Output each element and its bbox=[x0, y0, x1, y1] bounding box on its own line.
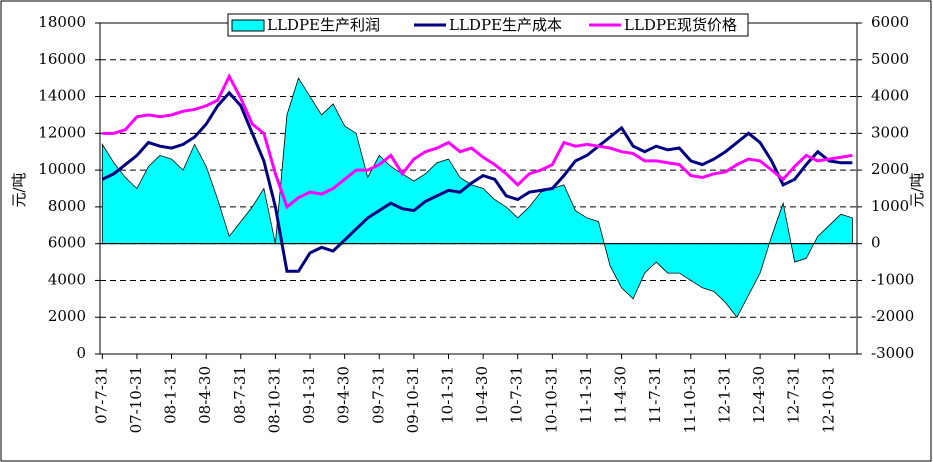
x-tick-label: 10-4-30 bbox=[473, 366, 491, 424]
y-tick-label: 12000 bbox=[38, 123, 86, 141]
y-tick-label: 6000 bbox=[48, 234, 86, 252]
y-tick-label: 0 bbox=[76, 344, 86, 362]
legend-label: LLDPE现货价格 bbox=[624, 16, 737, 34]
x-tick-label: 08-10-31 bbox=[265, 366, 283, 433]
x-tick-label: 10-7-31 bbox=[508, 366, 526, 424]
legend-label: LLDPE生产成本 bbox=[449, 16, 562, 34]
y2-tick-label: -3000 bbox=[871, 344, 914, 362]
x-tick-label: 11-1-31 bbox=[577, 366, 595, 424]
y2-tick-label: -2000 bbox=[871, 307, 914, 325]
x-tick-label: 07-10-31 bbox=[127, 366, 145, 433]
x-tick-label: 08-7-31 bbox=[231, 366, 249, 424]
x-tick-label: 11-10-31 bbox=[681, 366, 699, 433]
x-tick-label: 12-1-31 bbox=[715, 366, 733, 424]
x-tick-label: 08-4-30 bbox=[196, 366, 214, 424]
legend-box bbox=[227, 13, 749, 37]
legend-label: LLDPE生产利润 bbox=[267, 16, 380, 34]
y2-axis-title: 元/吨 bbox=[908, 172, 926, 207]
y2-tick-label: 4000 bbox=[871, 87, 909, 105]
y-axis-title: 元/吨 bbox=[10, 172, 28, 207]
y-tick-label: 14000 bbox=[38, 87, 86, 105]
x-tick-label: 09-7-31 bbox=[369, 366, 387, 424]
x-tick-label: 12-4-30 bbox=[750, 366, 768, 424]
x-tick-label: 10-10-31 bbox=[542, 366, 560, 433]
x-tick-label: 10-1-31 bbox=[438, 366, 456, 424]
y2-tick-label: 6000 bbox=[871, 13, 909, 31]
x-tick-label: 07-7-31 bbox=[92, 366, 110, 424]
y-tick-label: 2000 bbox=[48, 307, 86, 325]
x-tick-label: 11-4-30 bbox=[612, 366, 630, 424]
y2-tick-label: 1000 bbox=[871, 197, 909, 215]
y-tick-label: 16000 bbox=[38, 50, 86, 68]
y-tick-label: 10000 bbox=[38, 160, 86, 178]
x-tick-label: 11-7-31 bbox=[646, 366, 664, 424]
x-tick-label: 12-10-31 bbox=[819, 366, 837, 433]
legend-swatch bbox=[231, 19, 265, 32]
series-line bbox=[101, 90, 853, 273]
x-tick-label: 09-4-30 bbox=[335, 366, 353, 424]
x-tick-label: 09-1-31 bbox=[300, 366, 318, 424]
profit-area bbox=[101, 77, 853, 318]
x-tick-label: 09-10-31 bbox=[404, 366, 422, 433]
y2-tick-label: -1000 bbox=[871, 270, 914, 288]
x-tick-label: 08-1-31 bbox=[162, 366, 180, 424]
y2-tick-label: 5000 bbox=[871, 50, 909, 68]
y-tick-label: 8000 bbox=[48, 197, 86, 215]
series-line bbox=[102, 72, 853, 210]
y-tick-label: 4000 bbox=[48, 270, 86, 288]
y-tick-label: 18000 bbox=[38, 13, 86, 31]
y2-tick-label: 2000 bbox=[871, 160, 909, 178]
y2-tick-label: 3000 bbox=[871, 123, 909, 141]
y2-tick-label: 0 bbox=[871, 234, 881, 252]
x-tick-label: 12-7-31 bbox=[785, 366, 803, 424]
